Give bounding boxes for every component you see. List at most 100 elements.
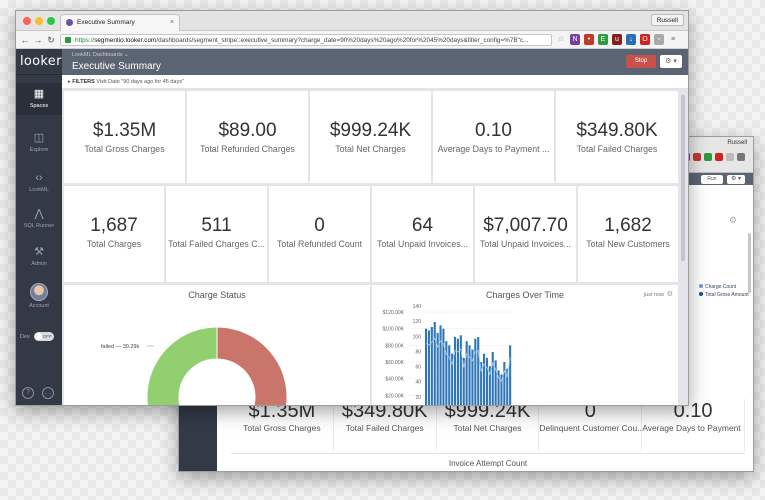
menu-icon[interactable] (737, 153, 745, 161)
back-tile[interactable]: 0 Delinquent Customer Cou... (539, 399, 643, 451)
bar[interactable] (445, 341, 448, 406)
opera-icon[interactable] (715, 153, 723, 161)
bar[interactable] (488, 366, 491, 406)
bar[interactable] (497, 370, 500, 406)
tile-total-gross-charges[interactable]: $1.35M Total Gross Charges (64, 91, 185, 183)
tile-total-charges[interactable]: 1,687 Total Charges (64, 186, 164, 282)
bar[interactable] (483, 353, 486, 406)
bar[interactable] (436, 332, 439, 406)
reload-icon[interactable]: ↻ (47, 35, 55, 45)
y-tick-label: $100.00K (383, 327, 405, 333)
bar[interactable] (468, 345, 471, 406)
tile-total-failed-charges[interactable]: $349.80K Total Failed Charges (556, 91, 678, 183)
back-user-badge[interactable]: Russell (727, 140, 747, 146)
back-arrow-icon[interactable]: ← (20, 35, 30, 45)
url-input[interactable]: https://segmentio.looker.com/dashboards/… (60, 34, 552, 46)
onenote-icon[interactable]: N (570, 34, 580, 45)
bar[interactable] (462, 357, 465, 406)
close-window-icon[interactable] (23, 17, 31, 25)
sidebar-item-sql-runner[interactable]: ⋀ SQL Runner (16, 207, 62, 229)
tile-value: 0 (584, 400, 596, 422)
download-icon[interactable]: ↓ (626, 34, 636, 45)
tab-close-icon[interactable]: × (169, 19, 174, 26)
bar[interactable] (439, 325, 442, 406)
tile-average-days-to-payment[interactable]: 0.10 Average Days to Payment ... (433, 91, 554, 183)
tile-total-new-customers[interactable]: 1,682 Total New Customers (578, 186, 678, 282)
sidebar-item-admin[interactable]: ⚒ Admin (16, 245, 62, 267)
dev-mode-toggle[interactable]: OFF (33, 332, 54, 341)
bar[interactable] (506, 368, 509, 406)
back-tile[interactable]: $999.24K Total Net Charges (437, 399, 540, 451)
page-icon[interactable] (726, 153, 734, 161)
bar[interactable] (442, 328, 445, 406)
opera-icon[interactable]: O (640, 34, 650, 45)
help-icon[interactable]: ? (22, 387, 34, 399)
bar[interactable] (427, 330, 430, 406)
bar[interactable] (471, 349, 474, 407)
bar[interactable] (485, 357, 488, 406)
run-button[interactable]: Run (701, 175, 723, 184)
tile-total-unpaid-invoices-count[interactable]: 64 Total Unpaid Invoices... (372, 186, 473, 282)
bar[interactable] (491, 352, 494, 406)
chat-icon[interactable]: … (42, 387, 54, 399)
tile-total-net-charges[interactable]: $999.24K Total Net Charges (310, 91, 431, 183)
card-gear-icon[interactable]: ⚙ (666, 291, 673, 298)
bar[interactable] (430, 327, 433, 406)
evernote-icon[interactable] (704, 153, 712, 161)
breadcrumb[interactable]: LookML Dashboards ⌄ (72, 52, 129, 58)
back-card-gear-icon[interactable]: ⚙ (728, 215, 737, 225)
bar[interactable] (480, 362, 483, 406)
gear-menu-button[interactable]: ⚙ ▾ (660, 55, 682, 68)
back-tile[interactable]: $349.80K Total Failed Charges (334, 399, 437, 451)
sidebar-item-account[interactable]: Account (16, 283, 62, 309)
tile-total-failed-charges-count[interactable]: 511 Total Failed Charges C... (166, 186, 267, 282)
sidebar-item-lookml[interactable]: ‹› LookML (16, 171, 62, 193)
forward-arrow-icon[interactable]: → (33, 35, 43, 45)
profile-button[interactable]: Russell (650, 14, 684, 26)
bar[interactable] (459, 335, 462, 406)
back-chart-legend: Charge Count Total Gross Amount (699, 283, 749, 299)
ublock-icon[interactable]: u (612, 34, 622, 45)
back-tile[interactable]: 0.10 Average Days to Payment ... (642, 399, 745, 451)
sidebar-item-explore[interactable]: ◫ Explore (16, 131, 62, 153)
bar[interactable] (448, 345, 451, 406)
y-tick-label: $60.00K (385, 360, 404, 366)
dashboard-scrollbar[interactable] (681, 95, 685, 261)
menu-icon[interactable]: ≡ (670, 36, 676, 43)
page-icon[interactable]: ▫ (654, 34, 664, 45)
tile-total-unpaid-invoices-amount[interactable]: $7,007.70 Total Unpaid Invoices... (475, 186, 576, 282)
maximize-window-icon[interactable] (47, 17, 55, 25)
tile-total-refunded-count[interactable]: 0 Total Refunded Count (269, 186, 370, 282)
lastpass-icon[interactable] (693, 153, 701, 161)
lastpass-icon[interactable]: • (584, 34, 594, 45)
charges-over-time-card[interactable]: Charges Over Time just now ⚙ $120.00K $10… (372, 285, 678, 407)
bar[interactable] (433, 322, 436, 406)
pie-slice-failed[interactable] (216, 326, 288, 406)
evernote-icon[interactable]: E (598, 34, 608, 45)
filters-bar[interactable]: ▸ FILTERS Visit Date "90 days ago for 45… (62, 75, 688, 89)
tile-total-refunded-charges[interactable]: $89.00 Total Refunded Charges (187, 91, 308, 183)
looker-logo[interactable]: looker (20, 54, 62, 69)
bar[interactable] (503, 362, 506, 406)
back-gear-button[interactable]: ⚙ ▾ (727, 175, 745, 184)
stop-button[interactable]: Stop (626, 55, 656, 68)
tab-title: Executive Summary (77, 19, 135, 26)
star-icon[interactable]: ☆ (557, 36, 565, 43)
bar[interactable] (474, 338, 477, 406)
bar[interactable] (494, 360, 497, 406)
sidebar-item-spaces[interactable]: ▦ Spaces (16, 83, 62, 115)
minimize-window-icon[interactable] (35, 17, 43, 25)
bar[interactable] (425, 328, 428, 406)
bar[interactable] (454, 337, 457, 406)
pie-slice-succeeded[interactable] (146, 326, 283, 406)
bar[interactable] (451, 353, 454, 406)
back-tile[interactable]: $1.35M Total Gross Charges (231, 399, 334, 451)
charge-status-card[interactable]: Charge Status failed — 30.29k (64, 285, 370, 406)
bar[interactable] (477, 337, 480, 406)
bar[interactable] (500, 374, 503, 407)
back-scrollbar[interactable] (748, 233, 751, 293)
bar[interactable] (456, 338, 459, 406)
tab-executive-summary[interactable]: Executive Summary × (60, 14, 180, 31)
bar[interactable] (509, 345, 512, 406)
bar[interactable] (465, 341, 468, 406)
